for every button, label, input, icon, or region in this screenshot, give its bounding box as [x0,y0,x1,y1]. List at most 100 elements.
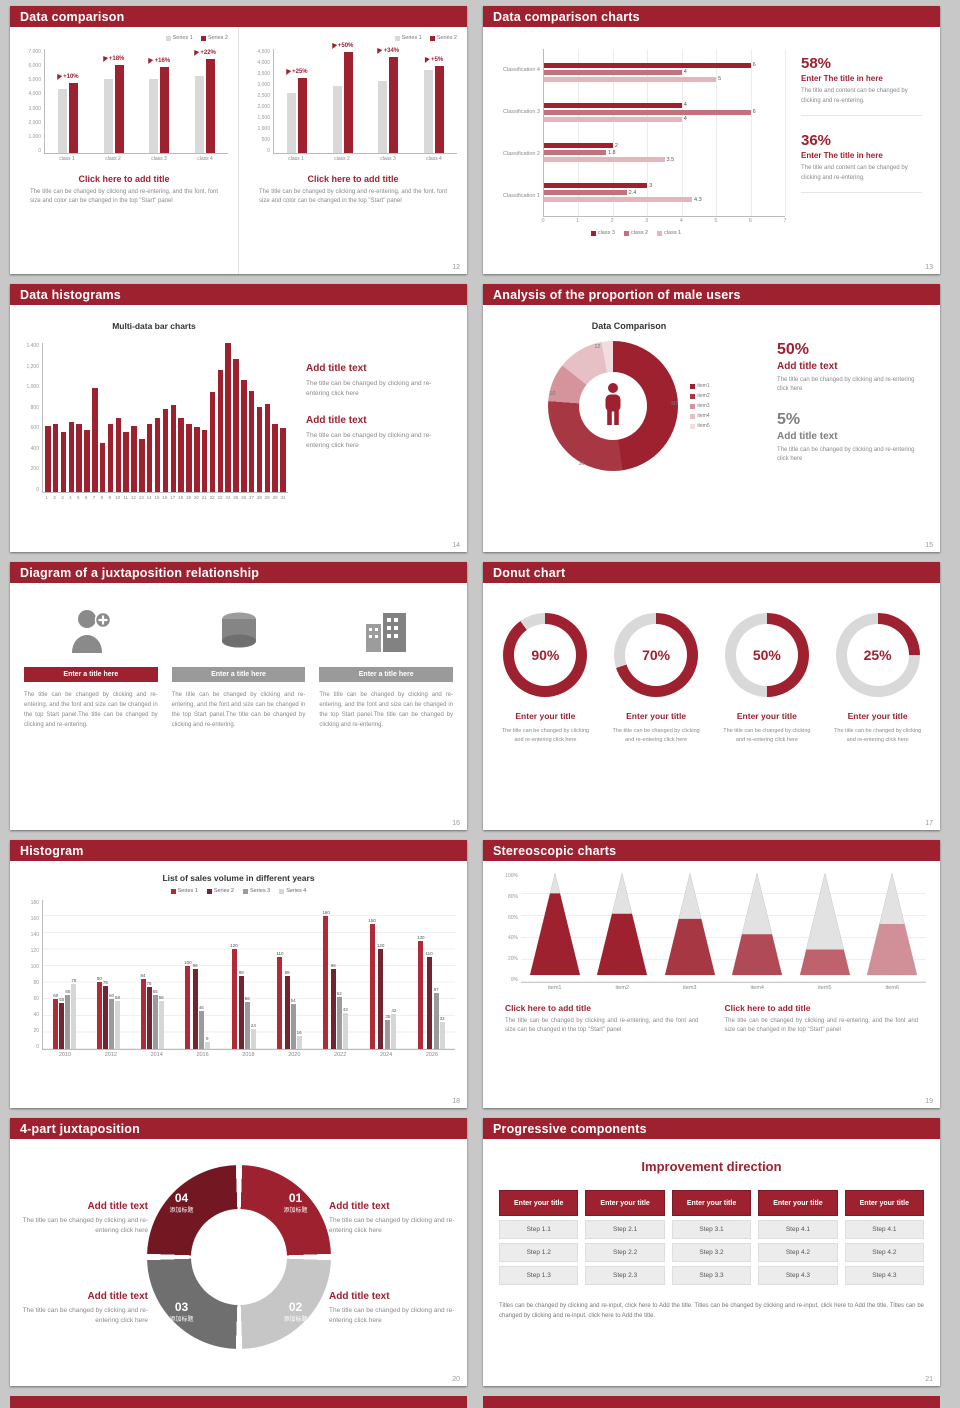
slide-thumbnail-juxtaposition-relationship[interactable]: Diagram of a juxtaposition relationship … [10,562,467,830]
y-tick-label: 120 [30,948,39,954]
legend-label: Series 2 [213,888,234,894]
cone-shape [596,872,648,976]
y-tick-label: 20 [33,1028,39,1034]
slide-thumbnail-stereoscopic-charts[interactable]: Stereoscopic charts 100% 80% 60% 40% 20% 0% i… [483,840,940,1108]
growth-label: +50% [337,43,354,50]
title-button[interactable]: Enter your title [758,1190,838,1216]
caption-title: Click here to add title [307,174,399,184]
value-label: 6 [752,62,756,69]
bar-with-label: 80 [96,900,102,1049]
step-cell[interactable]: Step 1.2 [499,1243,579,1262]
value-label: 78 [71,978,77,983]
bar [424,69,434,153]
x-tick-label: item5 [818,985,832,991]
caption-title: Click here to add title [724,1003,811,1013]
title-bar[interactable]: Enter a title here [171,667,306,682]
donut-text: The title can be changed by clicking and… [612,728,700,744]
step-cell[interactable]: Step 1.1 [499,1220,579,1239]
step-cell[interactable]: Step 2.2 [585,1243,665,1262]
slide-title-bar: Diagram of a juxtaposition relationship [10,562,467,583]
gridline [716,49,718,216]
donut-text: The title can be changed by clicking and… [834,728,922,744]
value-label: 58 [158,994,164,1000]
slide-title-bar: Data comparison charts [483,6,940,27]
slide-content: Classification 4 Classification 3 Classifi… [483,27,940,274]
legend-item: Series 1 [394,35,422,41]
title-button[interactable]: Enter your title [844,1190,925,1216]
y-tick-label: 140 [30,932,39,938]
slide-thumbnail-data-comparison[interactable]: Data comparison Series 1 Series 2 7,000 6,0… [10,6,467,274]
bar-group: +10% [52,49,84,153]
legend-item: item5 [690,423,710,429]
bar [59,1003,65,1049]
section-heading: Improvement direction [641,1159,782,1174]
bar-with-label: 60 [53,900,58,1049]
bar [330,969,336,1049]
x-tick-label: class 3 [380,156,396,162]
y-tick-label: 500 [261,137,270,143]
x-tick-label: 1 [576,218,580,224]
bar [131,426,137,492]
bar-with-label: 78 [71,900,76,1049]
column-text: The title can be changed by clicking and… [24,692,158,728]
cone [663,869,717,982]
grouped-bar-chart: Series 1 Series 2 Series 3 Series 4 180 160 14… [22,883,455,1058]
legend-label: item5 [697,423,710,429]
step-cell[interactable]: Step 4.2 [758,1243,838,1262]
bar [68,82,78,153]
caption-block: Add title text The title can be changed … [22,1201,148,1236]
title-button[interactable]: Enter your title [499,1190,579,1216]
bar [225,343,231,492]
bar [280,428,286,492]
category-label: Classification 3 [503,109,540,115]
stat-blocks: 50% Add title text The title can be chan… [765,311,930,546]
title-bar[interactable]: Enter a title here [319,667,454,682]
caption-block: Add title text The title can be changed … [329,1201,455,1236]
caption-text: The title can be changed by clicking and… [329,1307,455,1324]
step-cell[interactable]: Step 2.3 [585,1266,665,1285]
title-bar[interactable]: Enter a title here [24,667,158,682]
step-cell[interactable]: Step 4.3 [844,1266,925,1285]
bar [435,65,445,153]
bar-with-label: 9 [204,900,210,1049]
slide-thumbnail-data-histograms[interactable]: Data histograms Multi-data bar charts 1,… [10,284,467,552]
step-cell[interactable]: Step 3.2 [671,1243,752,1262]
step-cell[interactable]: Step 4.3 [758,1266,838,1285]
slide-thumbnail-male-users-proportion[interactable]: Analysis of the proportion of male users… [483,284,940,552]
chart-legend: Series 1 Series 2 [249,35,457,41]
title-button[interactable]: Enter your title [585,1190,665,1216]
step-cell[interactable]: Step 3.1 [671,1220,752,1239]
slide-thumbnail-donut-chart[interactable]: Donut chart 90% Enter your title The title… [483,562,940,830]
step-cell[interactable]: Step 4.1 [758,1220,838,1239]
chart-legend: class 3 class 2 class 1 [487,230,785,236]
cone-shape [731,872,783,976]
bar [256,406,263,492]
bar [244,1002,250,1049]
y-tick-label: 1,000 [28,133,41,140]
value-label: 65 [152,988,158,994]
caption-title: Add title text [306,363,367,374]
bar [154,417,161,492]
x-tick-label: 6 [748,218,752,224]
value-label: 4 [683,116,687,123]
step-cell[interactable]: Step 1.3 [499,1266,579,1285]
segment-number: 03 [174,1300,189,1314]
slide-thumbnail-4-part-juxtaposition[interactable]: 4-part juxtaposition 01 添加标题 02 添加标题 03 添加标题 0… [10,1118,467,1386]
step-cell[interactable]: Step 2.1 [585,1220,665,1239]
x-tick-label: item1 [548,985,562,991]
donut-item: 25% Enter your title The title can be chan… [827,613,928,830]
step-cell[interactable]: Step 4.2 [844,1243,925,1262]
gridline [578,49,580,216]
value-label: 62 [336,991,342,997]
building-icon [319,601,453,661]
slide-thumbnail-progressive-components[interactable]: Progressive components Improvement direc… [483,1118,940,1386]
step-cell[interactable]: Step 4.1 [844,1220,925,1239]
slide-thumbnail-histogram[interactable]: Histogram List of sales volume in differ… [10,840,467,1108]
bar-row: 4 [544,116,785,122]
title-button[interactable]: Enter your title [671,1190,752,1216]
nurse-icon [71,610,112,653]
plot-wrap: 1 2 3 4 5 6 7 8 9 10 11 12 13 14 15 16 17 18 19 20 21 22 23 24 2… [42,343,288,500]
step-cell[interactable]: Step 3.3 [671,1266,752,1285]
